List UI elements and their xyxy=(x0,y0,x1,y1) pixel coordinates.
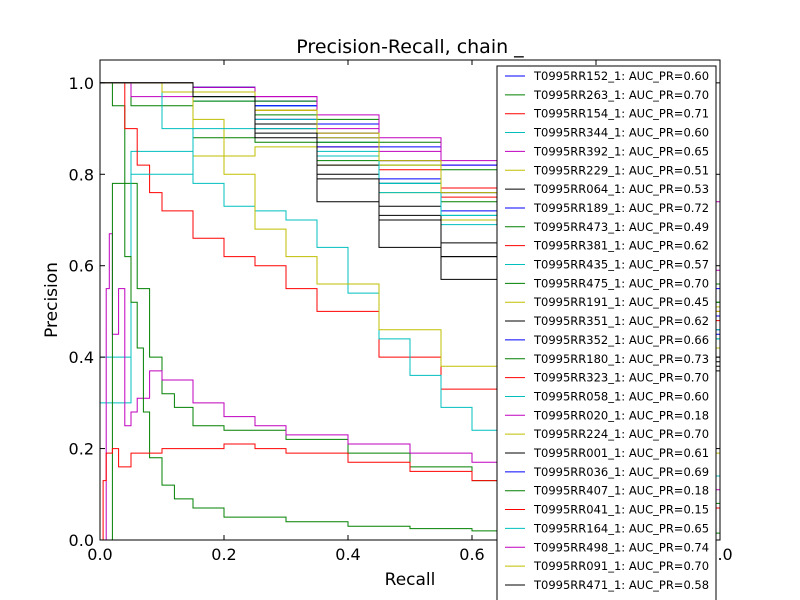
legend-entry: T0995RR180_1: AUC_PR=0.73 xyxy=(533,352,709,366)
legend-entry: T0995RR351_1: AUC_PR=0.62 xyxy=(533,314,709,328)
legend-entry: T0995RR001_1: AUC_PR=0.61 xyxy=(533,446,709,460)
legend-entry: T0995RR036_1: AUC_PR=0.69 xyxy=(533,465,709,479)
y-tick-label: 0.0 xyxy=(69,531,94,550)
x-tick-label: 0.4 xyxy=(335,545,360,564)
legend-entry: T0995RR471_1: AUC_PR=0.58 xyxy=(533,578,709,592)
legend-entry: T0995RR435_1: AUC_PR=0.57 xyxy=(533,258,709,272)
series-line-22 xyxy=(100,182,720,540)
y-axis-label: Precision xyxy=(42,262,62,338)
plot-frame xyxy=(99,59,721,541)
legend-entry: T0995RR323_1: AUC_PR=0.70 xyxy=(533,371,709,385)
legend-entry: T0995RR189_1: AUC_PR=0.72 xyxy=(533,201,709,215)
legend-entry: T0995RR392_1: AUC_PR=0.65 xyxy=(533,144,709,158)
y-tick-label: 0.6 xyxy=(69,257,94,276)
legend-entry: T0995RR191_1: AUC_PR=0.45 xyxy=(533,295,709,309)
legend-box xyxy=(496,65,717,600)
legend-entry: T0995RR152_1: AUC_PR=0.60 xyxy=(533,69,709,83)
legend-entry: T0995RR352_1: AUC_PR=0.66 xyxy=(533,333,709,347)
legend-entry: T0995RR064_1: AUC_PR=0.53 xyxy=(533,182,709,196)
y-tick-label: 1.0 xyxy=(69,74,94,93)
legend-entry: T0995RR263_1: AUC_PR=0.70 xyxy=(533,88,709,102)
legend: T0995RR152_1: AUC_PR=0.60 T0995RR263_1: A… xyxy=(496,65,717,600)
legend-entry: T0995RR091_1: AUC_PR=0.70 xyxy=(533,559,709,573)
legend-entry: T0995RR475_1: AUC_PR=0.70 xyxy=(533,276,709,290)
legend-entry: T0995RR229_1: AUC_PR=0.51 xyxy=(533,163,709,177)
x-tick-label: 0.0 xyxy=(87,545,112,564)
y-tick-label: 0.4 xyxy=(69,348,94,367)
legend-entry: T0995RR498_1: AUC_PR=0.74 xyxy=(533,540,709,554)
legend-entry: T0995RR058_1: AUC_PR=0.60 xyxy=(533,389,709,403)
legend-entry: T0995RR164_1: AUC_PR=0.65 xyxy=(533,521,709,535)
legend-entry: T0995RR473_1: AUC_PR=0.49 xyxy=(533,220,709,234)
legend-entry: T0995RR224_1: AUC_PR=0.70 xyxy=(533,427,709,441)
y-tick-label: 0.2 xyxy=(69,440,94,459)
legend-entry: T0995RR344_1: AUC_PR=0.60 xyxy=(533,126,709,140)
legend-entry: T0995RR041_1: AUC_PR=0.15 xyxy=(533,503,709,517)
legend-entry: T0995RR407_1: AUC_PR=0.18 xyxy=(533,484,709,498)
legend-entry: T0995RR154_1: AUC_PR=0.71 xyxy=(533,107,709,121)
y-tick-label: 0.8 xyxy=(69,165,94,184)
x-tick-label: 0.6 xyxy=(459,545,484,564)
legend-entry: T0995RR020_1: AUC_PR=0.18 xyxy=(533,408,709,422)
x-axis-label: Recall xyxy=(385,570,436,590)
chart-title: Precision-Recall, chain _ xyxy=(296,36,524,58)
x-tick-label: 0.2 xyxy=(211,545,236,564)
legend-entry: T0995RR381_1: AUC_PR=0.62 xyxy=(533,239,709,253)
